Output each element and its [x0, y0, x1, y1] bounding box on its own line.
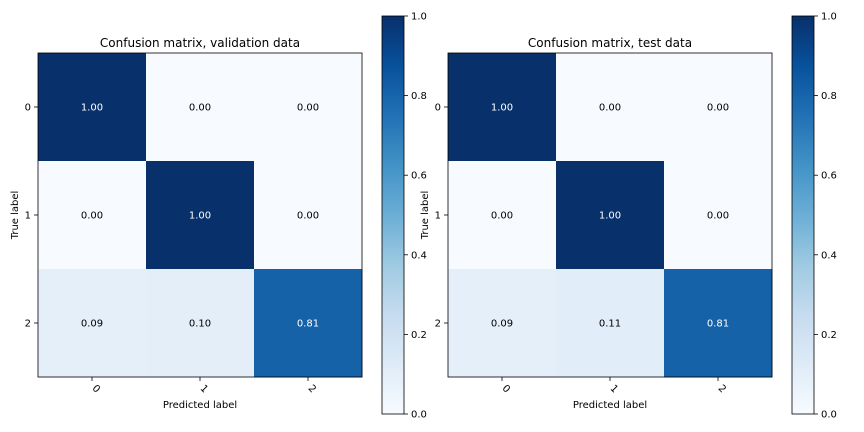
x-tick-label-0: 0 [90, 383, 102, 395]
colorbar-tick-label-1: 0.2 [411, 330, 427, 341]
y-ticks-test: 0 1 2 [435, 103, 448, 330]
cell-value-label-r2-c2: 0.81 [297, 319, 319, 330]
heatmap-cell-r1-c2 [664, 161, 773, 270]
heatmap-cell-r0-c2 [664, 53, 773, 162]
cell-value-label-r0-c1: 0.00 [189, 103, 211, 114]
heatmap-cell-r1-c2 [254, 161, 363, 270]
cell-value-label-r0-c2: 0.00 [297, 103, 319, 114]
cell-value-label-r1-c1: 1.00 [599, 211, 621, 222]
colorbar-test: 0.0 0.2 0.4 0.6 0.8 1.0 [791, 12, 837, 421]
heatmap-cell-r2-c0 [448, 269, 557, 378]
y-tick-label-2: 2 [435, 319, 441, 330]
cell-value-label-r2-c0: 0.09 [81, 319, 103, 330]
cell-value-label-r2-c2: 0.81 [707, 319, 729, 330]
y-tick-label-1: 1 [25, 211, 31, 222]
heatmap-cell-r2-c2 [664, 269, 773, 378]
colorbar-tick-label-5: 1.0 [821, 12, 837, 23]
confusion-matrix-test: Confusion matrix, test data 1.00 0.00 0.00… [420, 12, 837, 421]
chart-title-validation: Confusion matrix, validation data [100, 36, 300, 50]
y-axis-title-test: True label [420, 191, 431, 241]
cell-labels-test: 1.00 0.00 0.00 0.00 1.00 0.00 0.09 0.11 0.81 [491, 103, 729, 330]
colorbar-tick-label-5: 1.0 [411, 12, 427, 23]
y-tick-label-0: 0 [25, 103, 31, 114]
colorbar-validation: 0.0 0.2 0.4 0.6 0.8 1.0 [381, 12, 427, 421]
cell-value-label-r1-c2: 0.00 [707, 211, 729, 222]
chart-title-test: Confusion matrix, test data [528, 36, 692, 50]
colorbar-tick-label-4: 0.8 [821, 91, 837, 102]
x-tick-label-2: 2 [306, 383, 318, 395]
colorbar-gradient-test [791, 15, 815, 415]
colorbar-tick-label-3: 0.6 [821, 171, 837, 182]
heatmap-cell-r0-c0 [38, 53, 147, 162]
heatmap-cell-r2-c2 [254, 269, 363, 378]
heatmap-cell-r0-c0 [448, 53, 557, 162]
y-tick-label-2: 2 [25, 319, 31, 330]
colorbar-tick-label-0: 0.0 [821, 410, 837, 421]
heatmap-cell-r0-c2 [254, 53, 363, 162]
y-ticks-validation: 0 1 2 [25, 103, 38, 330]
x-tick-label-0: 0 [500, 383, 512, 395]
cell-value-label-r0-c0: 1.00 [491, 103, 513, 114]
heatmap-cell-r1-c0 [448, 161, 557, 270]
x-tick-label-1: 1 [608, 383, 620, 395]
cell-value-label-r2-c0: 0.09 [491, 319, 513, 330]
colorbar-tick-label-3: 0.6 [411, 171, 427, 182]
cell-value-label-r0-c0: 1.00 [81, 103, 103, 114]
x-axis-title-test: Predicted label [573, 400, 647, 411]
colorbar-tick-label-4: 0.8 [411, 91, 427, 102]
cell-labels-validation: 1.00 0.00 0.00 0.00 1.00 0.00 0.09 0.10 0.81 [81, 103, 319, 330]
colorbar-ticks-validation: 0.0 0.2 0.4 0.6 0.8 1.0 [404, 12, 427, 421]
cell-value-label-r1-c2: 0.00 [297, 211, 319, 222]
heatmap-cell-r2-c1 [146, 269, 255, 378]
colorbar-gradient-validation [381, 15, 405, 415]
heatmap-cell-r1-c1 [556, 161, 665, 270]
heatmap-cell-r1-c0 [38, 161, 147, 270]
x-tick-label-2: 2 [716, 383, 728, 395]
heatmap-cells-validation [38, 53, 363, 378]
colorbar-tick-label-1: 0.2 [821, 330, 837, 341]
colorbar-tick-label-2: 0.4 [821, 250, 837, 261]
heatmap-cell-r0-c1 [146, 53, 255, 162]
x-ticks-test: 0 1 2 [500, 377, 728, 395]
heatmap-cell-r0-c1 [556, 53, 665, 162]
cell-value-label-r0-c1: 0.00 [599, 103, 621, 114]
cell-value-label-r1-c0: 0.00 [81, 211, 103, 222]
y-tick-label-0: 0 [435, 103, 441, 114]
heatmap-cell-r2-c1 [556, 269, 665, 378]
confusion-matrix-validation: Confusion matrix, validation data 1.00 0.… [10, 12, 427, 421]
cell-value-label-r2-c1: 0.11 [599, 319, 621, 330]
heatmap-cell-r2-c0 [38, 269, 147, 378]
heatmap-cells-test [448, 53, 773, 378]
cell-value-label-r2-c1: 0.10 [189, 319, 211, 330]
y-axis-title-validation: True label [10, 191, 21, 241]
heatmap-cell-r1-c1 [146, 161, 255, 270]
x-axis-title-validation: Predicted label [163, 400, 237, 411]
cell-value-label-r1-c0: 0.00 [491, 211, 513, 222]
cell-value-label-r1-c1: 1.00 [189, 211, 211, 222]
y-tick-label-1: 1 [435, 211, 441, 222]
colorbar-ticks-test: 0.0 0.2 0.4 0.6 0.8 1.0 [814, 12, 837, 421]
x-ticks-validation: 0 1 2 [90, 377, 318, 395]
cell-value-label-r0-c2: 0.00 [707, 103, 729, 114]
colorbar-tick-label-0: 0.0 [411, 410, 427, 421]
x-tick-label-1: 1 [198, 383, 210, 395]
colorbar-tick-label-2: 0.4 [411, 250, 427, 261]
